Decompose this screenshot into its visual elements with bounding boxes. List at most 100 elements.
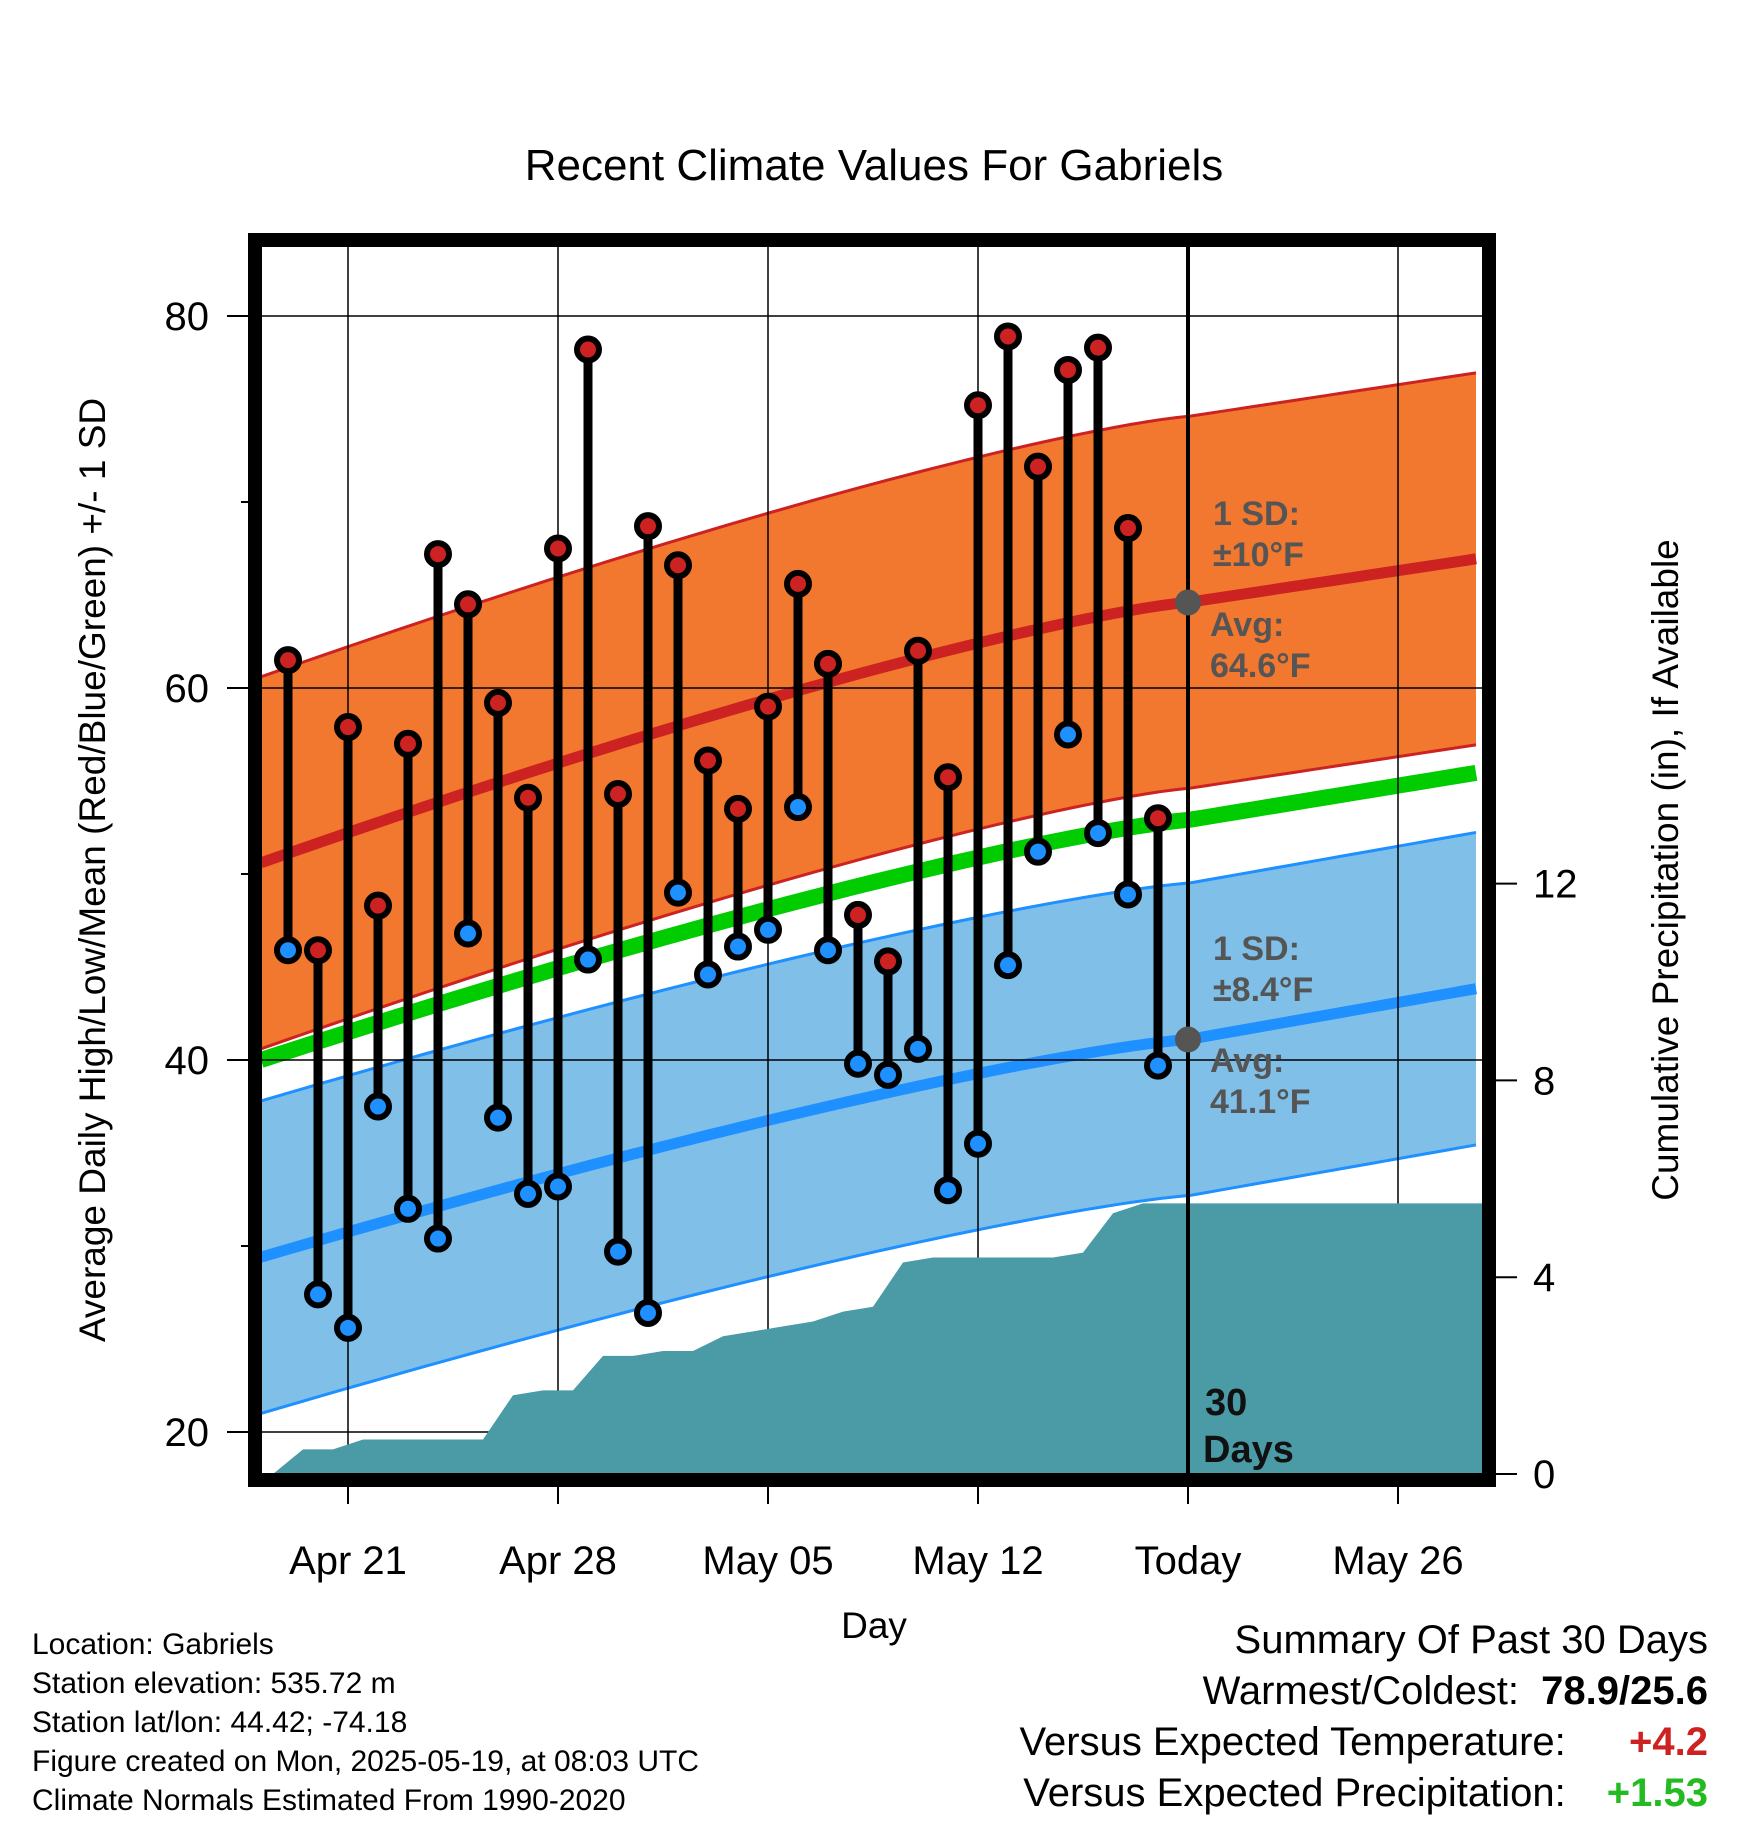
low-sd-value: ±8.4°F: [1213, 971, 1313, 1009]
low-point: [604, 1237, 632, 1266]
x-axis-label: Day: [841, 1605, 907, 1646]
low-point: [964, 1129, 992, 1158]
high-point: [1114, 514, 1142, 543]
precip-label: Versus Expected Precipitation:: [1023, 1771, 1566, 1815]
high-point: [634, 512, 662, 541]
low-point: [634, 1298, 662, 1327]
today-marker: [1175, 246, 1201, 1474]
low-avg-value: 41.1°F: [1210, 1083, 1311, 1121]
normals-text: Climate Normals Estimated From 1990-2020: [32, 1784, 626, 1817]
days-label-word: Days: [1203, 1429, 1294, 1471]
high-point: [304, 936, 332, 965]
y2-tick-label: 4: [1533, 1256, 1555, 1300]
high-point: [754, 692, 782, 721]
high-point: [844, 900, 872, 929]
high-avg-today-dot: [1175, 589, 1201, 616]
low-point: [514, 1179, 542, 1208]
high-sd-value: ±10°F: [1213, 536, 1304, 574]
high-point: [1054, 355, 1082, 384]
low-point: [544, 1172, 572, 1201]
high-point: [364, 891, 392, 920]
mean-line: [258, 764, 1478, 1068]
low-point: [454, 919, 482, 948]
high-point: [394, 729, 422, 758]
temp-label: Versus Expected Temperature:: [1019, 1720, 1566, 1764]
high-point: [484, 688, 512, 717]
location-text: Location: Gabriels: [32, 1628, 274, 1661]
x-axis: Apr 21 Apr 28 May 05 May 12 Today May 26: [289, 1482, 1464, 1583]
high-annotations: 1 SD: ±10°F Avg: 64.6°F: [1210, 495, 1311, 685]
high-point: [454, 590, 482, 619]
high-point: [964, 391, 992, 420]
high-point: [874, 947, 902, 976]
high-point: [724, 794, 752, 823]
low-point: [274, 936, 302, 965]
low-point: [1084, 819, 1112, 848]
high-point: [604, 780, 632, 809]
y-axis-label: Average Daily High/Low/Mean (Red/Blue/Gr…: [72, 398, 113, 1342]
y-tick-label: 60: [165, 667, 210, 711]
chart-title: Recent Climate Values For Gabriels: [525, 141, 1224, 190]
high-band-lower: [260, 743, 1477, 1051]
high-sd-band: [261, 372, 1476, 1049]
high-point: [904, 636, 932, 665]
warm-cold-row: Warmest/Coldest: 78.9/25.6: [1020, 1666, 1708, 1717]
high-avg-label: Avg:: [1210, 606, 1284, 644]
high-point: [544, 534, 572, 563]
high-point: [514, 783, 542, 812]
low-point: [334, 1313, 362, 1342]
low-point: [1054, 720, 1082, 749]
low-point: [754, 915, 782, 944]
low-point: [784, 793, 812, 822]
high-avg-value: 64.6°F: [1210, 647, 1311, 685]
high-point: [574, 335, 602, 364]
high-point: [334, 713, 362, 742]
y2-tick-label: 8: [1533, 1059, 1555, 1103]
low-avg-today-dot: [1175, 1026, 1201, 1053]
low-band-upper: [260, 830, 1477, 1103]
high-point: [424, 540, 452, 569]
y-tick-label: 40: [165, 1039, 210, 1083]
low-point: [664, 878, 692, 907]
low-point: [934, 1176, 962, 1205]
low-point: [724, 932, 752, 961]
y-tick-label: 80: [165, 295, 210, 339]
high-point: [664, 551, 692, 580]
latlon-text: Station lat/lon: 44.42; -74.18: [32, 1706, 408, 1739]
low-point: [694, 960, 722, 989]
high-point: [1144, 804, 1172, 833]
precip-value: +1.53: [1606, 1771, 1708, 1815]
low-sd-label: 1 SD:: [1213, 930, 1300, 968]
days-label-number: 30: [1205, 1382, 1247, 1424]
low-point: [574, 945, 602, 974]
plot-border: [248, 233, 1496, 1487]
high-point: [1024, 452, 1052, 481]
low-point: [874, 1060, 902, 1089]
y2-tick-label: 0: [1533, 1453, 1555, 1497]
low-avg-label: Avg:: [1210, 1042, 1284, 1080]
low-point: [1144, 1051, 1172, 1080]
high-point: [934, 763, 962, 792]
low-point: [814, 936, 842, 965]
low-point: [394, 1194, 422, 1223]
high-point: [274, 646, 302, 675]
warm-cold-label: Warmest/Coldest:: [1202, 1669, 1519, 1713]
precip-area: [261, 1203, 1483, 1474]
low-sd-band: [261, 832, 1476, 1414]
precip-cumulative-area: [261, 1203, 1483, 1474]
low-point: [364, 1092, 392, 1121]
low-point: [994, 951, 1022, 980]
high-point: [694, 746, 722, 775]
low-point: [484, 1103, 512, 1132]
high-point: [1084, 333, 1112, 362]
low-point: [304, 1280, 332, 1309]
low-band-lower: [260, 1143, 1477, 1415]
station-info: Location: Gabriels Station elevation: 53…: [32, 1625, 699, 1820]
x-tick-label: Apr 21: [289, 1539, 407, 1583]
left-axis: 20 40 60 80: [165, 295, 253, 1455]
created-text: Figure created on Mon, 2025-05-19, at 08…: [32, 1745, 700, 1778]
low-point: [1024, 837, 1052, 866]
x-tick-label: Today: [1135, 1539, 1242, 1583]
low-point: [1114, 880, 1142, 909]
